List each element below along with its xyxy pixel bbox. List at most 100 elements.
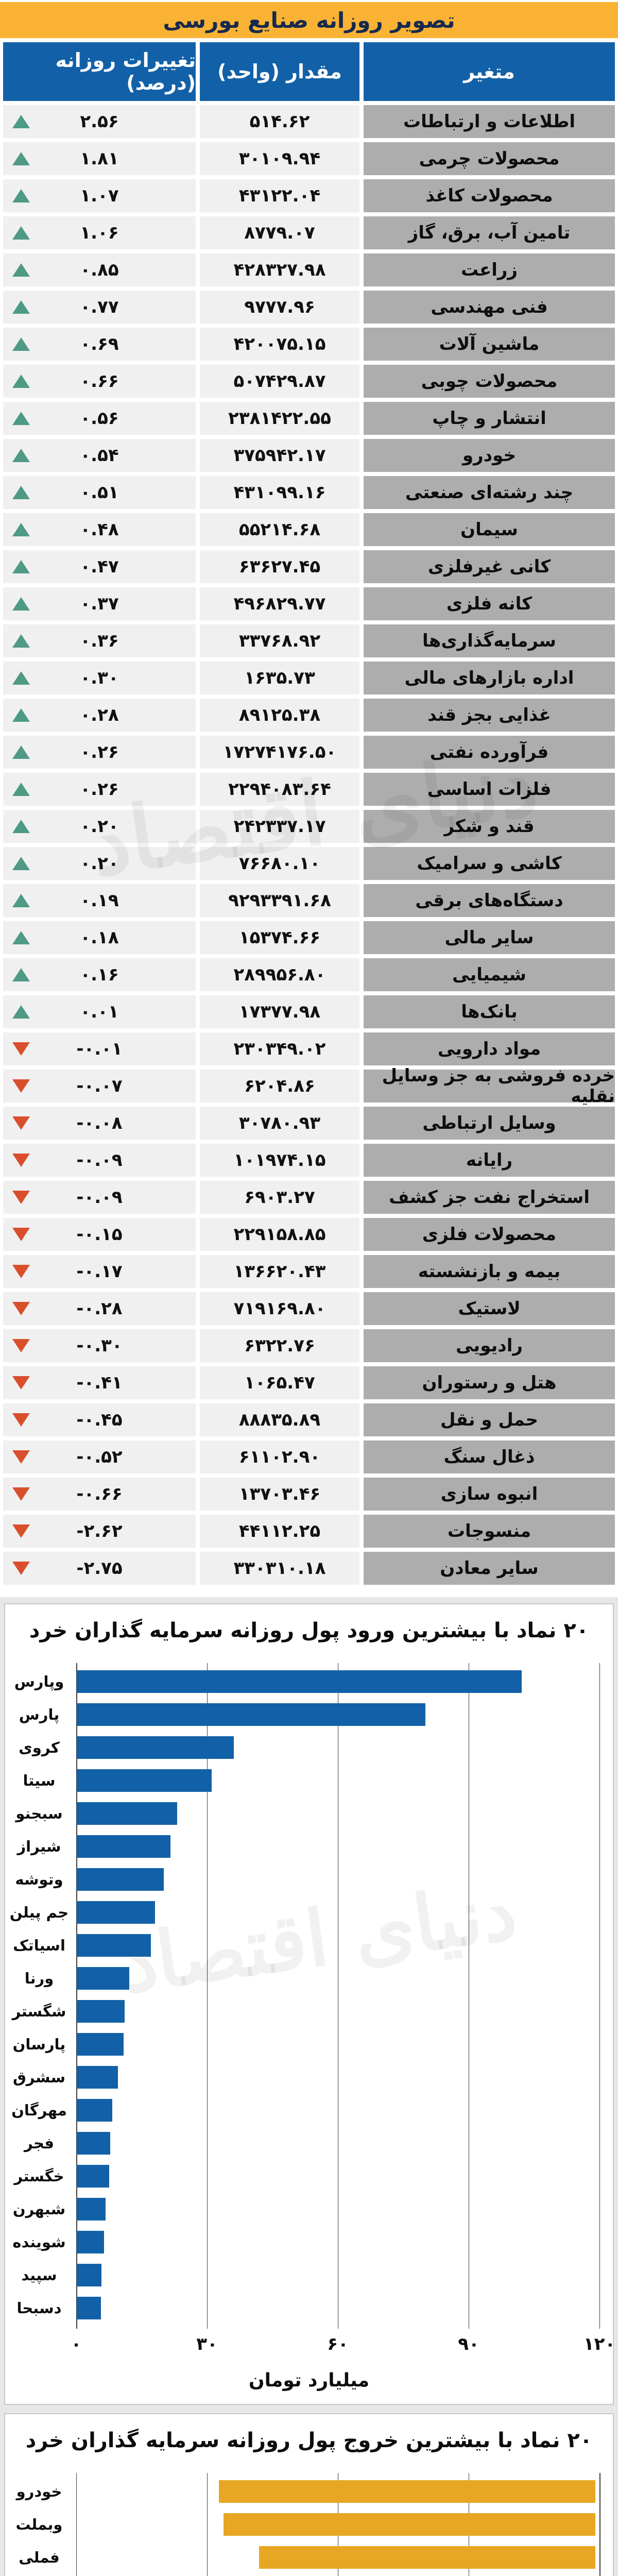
industry-change: ۲.۵۶ (3, 105, 196, 138)
industry-name: فرآورده نفتی (364, 736, 615, 769)
table-row: سیمان ۵۵۲۱۴.۶۸ ۰.۴۸ (0, 513, 618, 546)
industry-value: ۱۷۲۷۴۱۷۶.۵۰ (200, 736, 359, 769)
x-tick-label: ۹۰ (458, 2334, 479, 2354)
table-row: بیمه و بازنشسته ۱۳۶۶۲۰.۴۳ -۰.۱۷ (0, 1255, 618, 1288)
industry-value: ۱۶۳۵.۷۳ (200, 662, 359, 694)
down-triangle-icon (12, 1376, 30, 1389)
column-header-change: تغییرات روزانه (درصد) (3, 42, 196, 101)
table-row: سایر معادن ۳۳۰۳۱۰.۱۸ -۲.۷۵ (0, 1552, 618, 1585)
industry-name: سایر مالی (364, 921, 615, 954)
industry-change: -۰.۶۶ (3, 1478, 196, 1511)
bar (77, 2000, 125, 2023)
industry-value: ۲۸۹۹۵۶.۸۰ (200, 958, 359, 991)
table-row: حمل و نقل ۸۸۸۳۵.۸۹ -۰.۴۵ (0, 1403, 618, 1436)
table-row: مواد دارویی ۲۳۰۳۴۹.۰۲ -۰.۰۱ (0, 1032, 618, 1065)
industry-change: ۰.۲۶ (3, 773, 196, 806)
bar-category-label: شوینده (12, 2233, 66, 2251)
down-triangle-icon (12, 1116, 30, 1130)
bar-category-label: خودرو (16, 2483, 62, 2500)
bar (77, 1703, 426, 1726)
table-row: بانک‌ها ۱۷۳۷۷.۹۸ ۰.۰۱ (0, 995, 618, 1028)
x-tick-label: ۳۰ (196, 2334, 218, 2354)
up-triangle-icon (12, 1005, 30, 1019)
industry-name: انتشار و چاپ (364, 402, 615, 435)
bar-category-label: پارس (19, 1706, 60, 1723)
table-row: کانی غیرفلزی ۶۳۶۲۷.۴۵ ۰.۴۷ (0, 550, 618, 583)
industry-change: ۰.۲۰ (3, 810, 196, 843)
bar-category-label: ورنا (24, 1970, 54, 1987)
bar-row: پارس (5, 1698, 613, 1731)
industry-change: ۰.۱۶ (3, 958, 196, 991)
industry-name: سرمایه‌گذاری‌ها (364, 624, 615, 657)
table-row: منسوجات ۴۴۱۱۲.۲۵ -۲.۶۲ (0, 1515, 618, 1548)
down-triangle-icon (12, 1191, 30, 1204)
industry-value: ۵۵۲۱۴.۶۸ (200, 513, 359, 546)
industry-name: محصولات فلزی (364, 1218, 615, 1251)
industry-change: -۲.۶۲ (3, 1515, 196, 1548)
industry-change: ۰.۵۱ (3, 476, 196, 509)
up-triangle-icon (12, 560, 30, 573)
industry-name: کانی غیرفلزی (364, 550, 615, 583)
up-triangle-icon (12, 820, 30, 833)
bar (77, 2231, 105, 2253)
x-tick-label: ۶۰ (327, 2334, 349, 2354)
down-triangle-icon (12, 1413, 30, 1427)
main-title-bar: تصویر روزانه صنایع بورسی (0, 2, 618, 38)
industry-value: ۳۰۱۰۹.۹۴ (200, 142, 359, 175)
bar (77, 1835, 171, 1858)
industry-value: ۳۳۰۳۱۰.۱۸ (200, 1552, 359, 1585)
industry-value: ۵۰۷۴۲۹.۸۷ (200, 365, 359, 398)
up-triangle-icon (12, 115, 30, 128)
up-triangle-icon (12, 708, 30, 722)
table-row: فنی مهندسی ۹۷۷۷.۹۶ ۰.۷۷ (0, 291, 618, 324)
bar-row: سبجنو (5, 1797, 613, 1830)
industry-change: ۰.۳۶ (3, 624, 196, 657)
industry-value: ۲۴۲۳۳۷.۱۷ (200, 810, 359, 843)
industry-value: ۹۷۷۷.۹۶ (200, 291, 359, 324)
industry-value: ۲۳۸۱۴۲۲.۵۵ (200, 402, 359, 435)
bar (259, 2546, 595, 2569)
bar-row: وپارس (5, 1665, 613, 1698)
industry-value: ۳۷۵۹۴۲.۱۷ (200, 439, 359, 472)
industry-value: ۲۲۹۴۰۸۳.۶۴ (200, 773, 359, 806)
table-row: سایر مالی ۱۵۳۷۴.۶۶ ۰.۱۸ (0, 921, 618, 954)
industry-value: ۱۰۶۵.۴۷ (200, 1366, 359, 1399)
up-triangle-icon (12, 337, 30, 351)
page-title: تصویر روزانه صنایع بورسی (163, 7, 455, 33)
bar-category-label: شگستر (12, 2003, 66, 2020)
bar-row: فجر (5, 2127, 613, 2160)
industry-change: ۰.۲۰ (3, 847, 196, 880)
up-triangle-icon (12, 634, 30, 648)
table-row: خودرو ۳۷۵۹۴۲.۱۷ ۰.۵۴ (0, 439, 618, 472)
industry-change: -۰.۰۷ (3, 1070, 196, 1103)
bar-category-label: وبملت (15, 2516, 63, 2533)
bar-row: جم پیلن (5, 1896, 613, 1929)
industry-change: -۰.۳۰ (3, 1329, 196, 1362)
industry-value: ۸۷۷۹.۰۷ (200, 216, 359, 249)
table-row: غذایی بجز قند ۸۹۱۲۵.۳۸ ۰.۲۸ (0, 699, 618, 732)
bar-row: ورنا (5, 1962, 613, 1995)
table-row: انتشار و چاپ ۲۳۸۱۴۲۲.۵۵ ۰.۵۶ (0, 402, 618, 435)
bar-category-label: جم پیلن (9, 1904, 69, 1921)
table-row: سرمایه‌گذاری‌ها ۳۳۷۶۸.۹۲ ۰.۳۶ (0, 624, 618, 657)
bar-category-label: اسیاتک (13, 1937, 65, 1954)
industry-name: محصولات کاغذ (364, 179, 615, 212)
inflow-bar-chart-section: ۲۰ نماد با بیشترین ورود پول روزانه سرمای… (4, 1603, 615, 2405)
industry-value: ۴۳۱۰۹۹.۱۶ (200, 476, 359, 509)
industry-change: -۲.۷۵ (3, 1552, 196, 1585)
table-row: چند رشته‌ای صنعتی ۴۳۱۰۹۹.۱۶ ۰.۵۱ (0, 476, 618, 509)
up-triangle-icon (12, 783, 30, 796)
industry-name: قند و شکر (364, 810, 615, 843)
industry-change: -۰.۴۵ (3, 1403, 196, 1436)
table-row: هتل و رستوران ۱۰۶۵.۴۷ -۰.۴۱ (0, 1366, 618, 1399)
industry-change: -۰.۰۹ (3, 1181, 196, 1214)
bar-row: کروی (5, 1731, 613, 1764)
up-triangle-icon (12, 189, 30, 202)
industry-name: مواد دارویی (364, 1032, 615, 1065)
table-row: شیمیایی ۲۸۹۹۵۶.۸۰ ۰.۱۶ (0, 958, 618, 991)
down-triangle-icon (12, 1042, 30, 1056)
industry-value: ۱۳۶۶۲۰.۴۳ (200, 1255, 359, 1288)
down-triangle-icon (12, 1450, 30, 1464)
bar (77, 2198, 106, 2221)
industry-value: ۱۵۳۷۴.۶۶ (200, 921, 359, 954)
